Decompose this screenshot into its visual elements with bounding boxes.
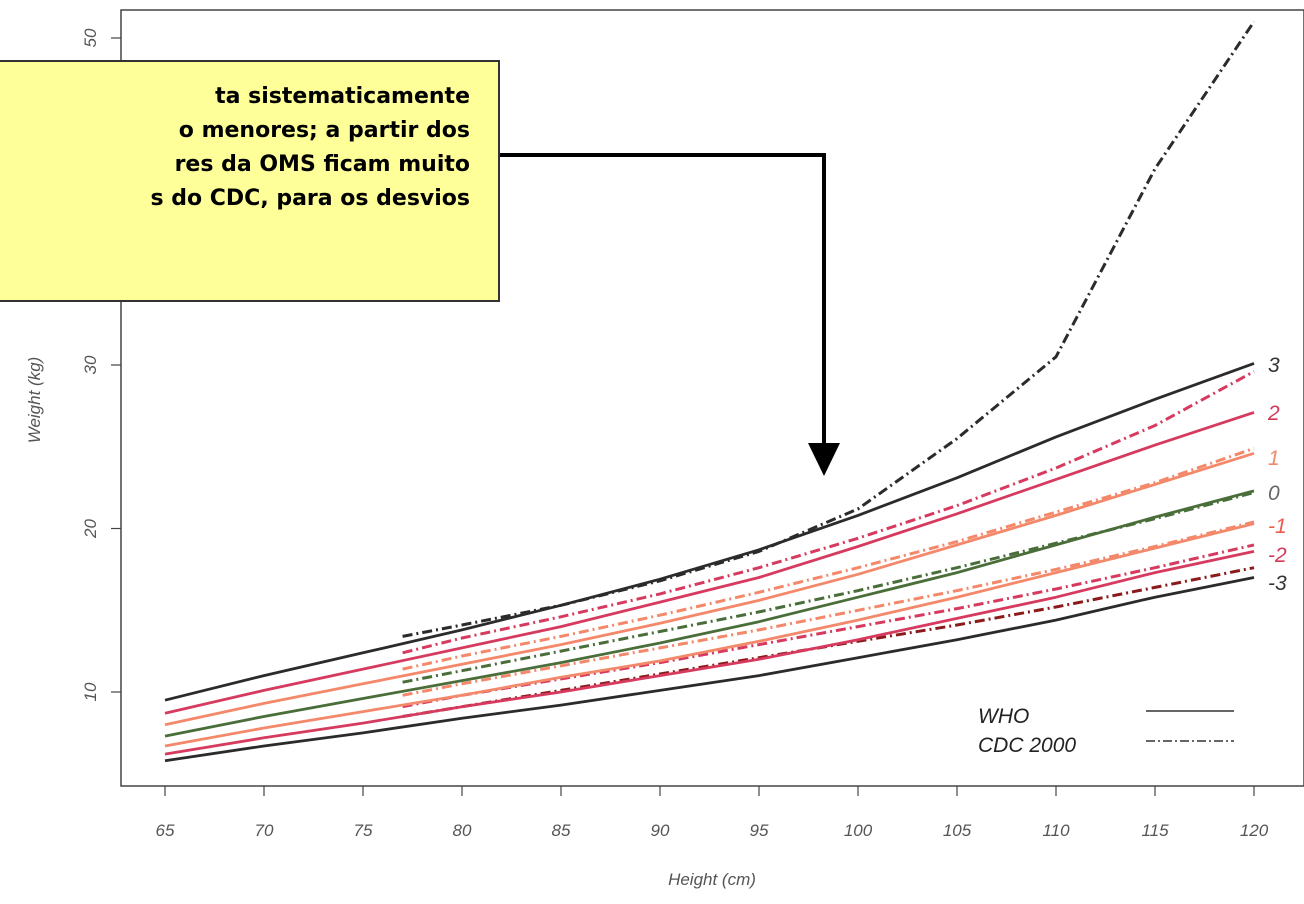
annotation-line: o menores; a partir dos — [178, 118, 470, 143]
z-score-label: -3 — [1268, 572, 1287, 595]
y-tick-label: 10 — [81, 682, 100, 701]
annotation-line: ta sistematicamente — [215, 84, 470, 109]
legend: WHO CDC 2000 — [978, 705, 1234, 757]
legend-who-label: WHO — [978, 705, 1029, 728]
x-tick-label: 80 — [453, 821, 472, 840]
legend-cdc-label: CDC 2000 — [978, 734, 1076, 757]
x-tick-label: 65 — [156, 821, 175, 840]
x-tick-label: 75 — [354, 821, 373, 840]
z-score-label: 2 — [1267, 402, 1280, 425]
x-tick-label: 85 — [552, 821, 571, 840]
x-tick-label: 110 — [1042, 821, 1070, 840]
x-tick-label: 105 — [943, 821, 972, 840]
z-score-label: 1 — [1268, 447, 1280, 470]
annotation-text: ta sistematicamente o menores; a partir d… — [0, 80, 470, 216]
y-tick-label: 50 — [81, 28, 100, 47]
z-score-label: 0 — [1268, 482, 1280, 505]
annotation-arrow — [500, 153, 840, 476]
arrow-line — [500, 153, 826, 445]
who-series-line-z3 — [164, 362, 1255, 702]
cdc-series-line-z3 — [402, 20, 1256, 638]
x-tick-label: 115 — [1141, 821, 1169, 840]
series-layer — [164, 20, 1256, 763]
who-series-line-z0 — [164, 489, 1255, 738]
x-tick-label: 70 — [255, 821, 274, 840]
cdc-series-line-z-2 — [402, 543, 1255, 709]
annotation-line: res da OMS ficam muito — [174, 152, 470, 177]
who-series-line-z1 — [164, 451, 1255, 727]
y-tick-label: 30 — [81, 355, 100, 374]
annotation-callout: ta sistematicamente o menores; a partir d… — [0, 60, 500, 302]
cdc-series-line-z2 — [402, 370, 1255, 655]
y-tick-label: 20 — [81, 519, 100, 539]
z-score-labels: 3 2 1 0 -1 -2 -3 — [1267, 354, 1287, 595]
who-series-line-z-1 — [164, 522, 1255, 748]
who-series-line-z-2 — [164, 550, 1255, 756]
x-axis-title: Height (cm) — [668, 870, 756, 889]
arrow-head — [808, 443, 840, 476]
cdc-series-line-z1 — [402, 446, 1255, 671]
x-tick-label: 95 — [750, 821, 769, 840]
z-score-label: -1 — [1268, 515, 1287, 538]
who-series-line-z2 — [164, 411, 1255, 715]
z-score-label: 3 — [1268, 354, 1280, 377]
who-series-line-z-3 — [164, 576, 1255, 763]
x-tick-label: 120 — [1240, 821, 1269, 840]
x-tick-label: 100 — [844, 821, 873, 840]
cdc-series-line-z-3 — [402, 566, 1255, 718]
y-axis-title: Weight (kg) — [25, 357, 44, 444]
annotation-line: s do CDC, para os desvios — [150, 186, 470, 211]
z-score-label: -2 — [1268, 544, 1287, 567]
plot-area-frame — [120, 9, 1304, 787]
x-tick-label: 90 — [651, 821, 670, 840]
axis-layer: 65 70 75 80 85 90 95 100 105 110 115 120 10 20 30 50 — [81, 28, 1269, 840]
